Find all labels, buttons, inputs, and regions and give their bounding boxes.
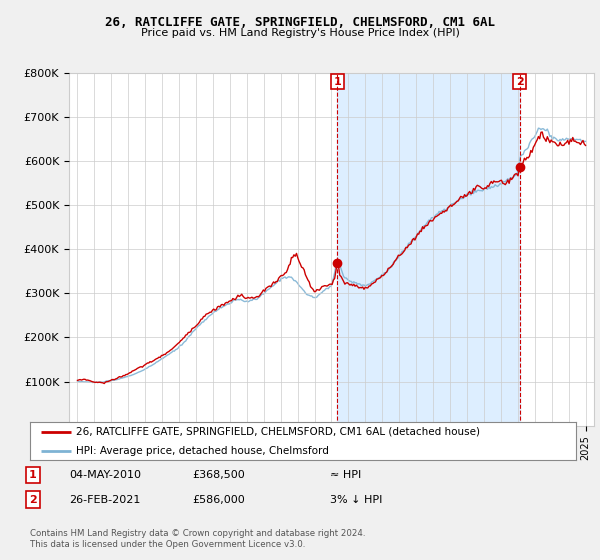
- Text: 3% ↓ HPI: 3% ↓ HPI: [330, 494, 382, 505]
- Text: 26, RATCLIFFE GATE, SPRINGFIELD, CHELMSFORD, CM1 6AL (detached house): 26, RATCLIFFE GATE, SPRINGFIELD, CHELMSF…: [76, 427, 481, 437]
- Text: This data is licensed under the Open Government Licence v3.0.: This data is licensed under the Open Gov…: [30, 540, 305, 549]
- Text: 04-MAY-2010: 04-MAY-2010: [69, 470, 141, 480]
- Bar: [337, 73, 520, 426]
- Text: 2: 2: [29, 494, 37, 505]
- Text: 26, RATCLIFFE GATE, SPRINGFIELD, CHELMSFORD, CM1 6AL: 26, RATCLIFFE GATE, SPRINGFIELD, CHELMSF…: [105, 16, 495, 29]
- Text: 26-FEB-2021: 26-FEB-2021: [69, 494, 140, 505]
- Text: £586,000: £586,000: [192, 494, 245, 505]
- Text: 1: 1: [334, 77, 341, 87]
- Text: Price paid vs. HM Land Registry's House Price Index (HPI): Price paid vs. HM Land Registry's House …: [140, 28, 460, 38]
- Text: HPI: Average price, detached house, Chelmsford: HPI: Average price, detached house, Chel…: [76, 446, 329, 456]
- Text: Contains HM Land Registry data © Crown copyright and database right 2024.: Contains HM Land Registry data © Crown c…: [30, 529, 365, 538]
- Text: 2: 2: [516, 77, 524, 87]
- Text: £368,500: £368,500: [192, 470, 245, 480]
- Text: ≈ HPI: ≈ HPI: [330, 470, 361, 480]
- Text: 1: 1: [29, 470, 37, 480]
